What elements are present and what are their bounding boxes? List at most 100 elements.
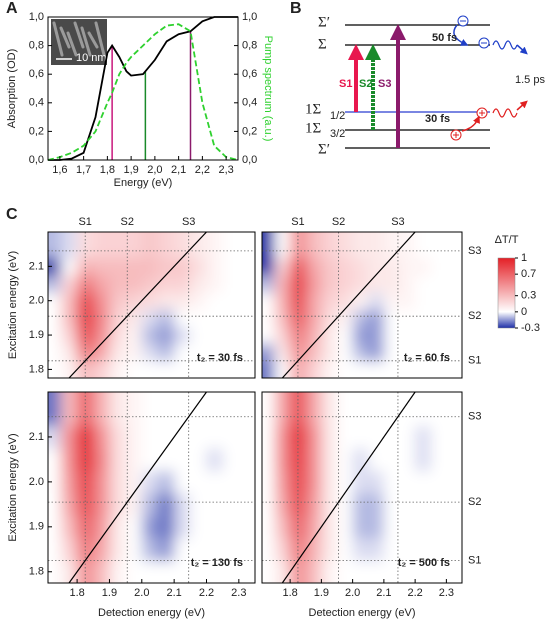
heat-cell [125,309,143,327]
heat-cell [290,257,307,276]
heat-cell [383,493,400,517]
y-tick-label: 0,4 [29,97,44,109]
heat-cell [174,392,191,427]
heat-cell [399,232,416,259]
heat-cell [141,360,159,378]
heat-cell [238,392,255,427]
inset-texture [59,26,71,49]
y-tick-label: 0,8 [29,40,44,52]
heat-cell [305,538,322,562]
heat-cell [190,326,207,345]
heat-cell [125,470,143,494]
heatmap-cells [262,232,462,378]
heat-cell [337,425,354,449]
top-ref-label: S3 [182,216,195,228]
heat-cell [222,360,240,378]
heat-cell [141,292,159,310]
heat-cell [141,470,159,494]
heat-cell [60,309,78,327]
heat-cell [109,425,127,449]
heat-cell [190,232,207,259]
heat-cell [125,493,143,517]
x-tick-label: 1.9 [314,587,329,599]
heat-cell [157,493,175,517]
level-label: 1Σ [305,101,321,117]
heat-cell [383,274,400,293]
heat-cell [305,257,322,276]
heat-cell [321,292,338,310]
heat-cell [48,448,62,472]
heat-cell [368,274,385,293]
heat-cell [141,309,159,327]
heat-cell [238,343,255,362]
heatmap-cells [262,392,462,583]
heat-cell [222,274,240,293]
heat-cell [415,326,432,345]
plot-frame [261,391,463,584]
heat-cell [48,360,62,378]
top-ref-label: S3 [391,216,404,228]
heat-cell [446,343,462,362]
heat-cell [206,343,224,362]
heat-cell [321,392,338,427]
heat-cell [321,493,338,517]
heat-cell [305,274,322,293]
data-line [47,23,239,161]
heat-cell [290,515,307,539]
heat-cell [368,392,385,427]
heat-cell [125,292,143,310]
heat-cell [337,470,354,494]
heatmap-area [48,392,255,583]
heat-cell [109,360,127,378]
heat-cell [274,343,291,362]
heat-cell [48,343,62,362]
heat-cell [399,538,416,562]
heat-cell [60,538,78,562]
heat-cell [190,343,207,362]
heat-cell [109,257,127,276]
y-tick-label: 0,2 [29,125,44,137]
heat-cell [274,515,291,539]
heat-cell [321,274,338,293]
heat-cell [60,326,78,345]
heat-cell [141,425,159,449]
heat-cell [274,470,291,494]
heat-cell [321,425,338,449]
heat-cell [430,360,447,378]
heat-cell [368,538,385,562]
heat-cell [430,425,447,449]
heat-cell [262,309,275,327]
heat-cell [141,538,159,562]
x-tick-label: 2,0 [147,164,162,176]
y-tick-label: 1,0 [29,11,44,23]
heat-cell [125,232,143,259]
colorbar-tick-label: 0.3 [521,290,536,302]
inset-texture [94,21,106,57]
y-tick-label: 0,6 [29,68,44,80]
heat-cell [48,470,62,494]
heat-cell [125,343,143,362]
y2-tick-label: 0,0 [242,154,257,166]
heat-cell [77,470,94,494]
heat-cell [430,470,447,494]
heat-cell [383,309,400,327]
heat-cell [141,343,159,362]
heat-cell [125,425,143,449]
y-tick-label: 1.8 [29,363,44,375]
heat-cell [77,515,94,539]
heat-cell [48,425,62,449]
heat-cell [415,309,432,327]
heat-cell [337,392,354,427]
heat-cell [60,274,78,293]
heat-cell [48,257,62,276]
heat-cell [222,257,240,276]
heat-cell [190,448,207,472]
top-ref-label: S1 [78,216,91,228]
heat-cell [430,232,447,259]
heat-cell [60,515,78,539]
heat-cell [262,470,275,494]
diagonal [68,232,207,378]
heat-cell [262,292,275,310]
heat-cell [60,292,78,310]
